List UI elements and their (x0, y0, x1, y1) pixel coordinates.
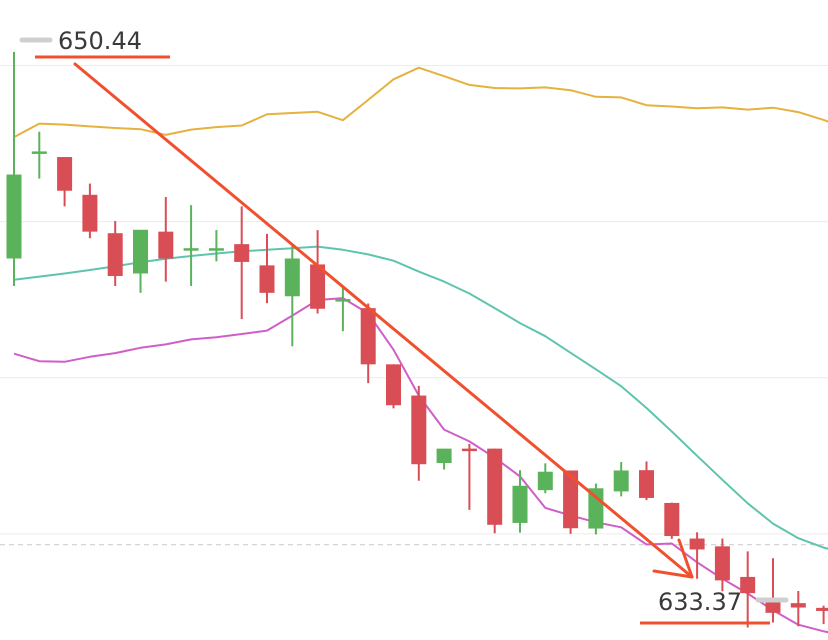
candle (234, 206, 250, 320)
candle (740, 551, 756, 628)
candle-body (613, 470, 629, 492)
candle (411, 385, 427, 481)
candle-body (284, 258, 300, 297)
candle-body (461, 448, 477, 452)
candle-body (57, 157, 73, 191)
candle-body (436, 448, 452, 463)
candle-body (82, 194, 98, 232)
candle-body (790, 603, 806, 608)
candle-body (714, 546, 730, 581)
trend-arrow-shaft (73, 62, 694, 579)
candle-body (411, 395, 427, 465)
candle (31, 131, 47, 179)
candle (639, 461, 654, 501)
candle (107, 221, 123, 286)
candle (360, 303, 376, 384)
candle (6, 51, 22, 286)
candle-body (133, 229, 148, 274)
candle-body (31, 151, 47, 154)
candle (563, 470, 579, 534)
candle (310, 230, 326, 314)
candle-body (740, 576, 756, 594)
candle (284, 246, 300, 347)
candle-body (234, 244, 250, 262)
candle (689, 532, 705, 579)
candle-body (816, 607, 828, 611)
candle (436, 448, 452, 470)
candle (487, 448, 503, 534)
candle-body (310, 264, 326, 309)
indicator-line (13, 297, 828, 634)
max-price-label: 650.44 (58, 27, 142, 55)
candles (6, 51, 828, 628)
candle (259, 233, 275, 304)
candle-body (537, 471, 553, 491)
candle-body (208, 248, 224, 251)
candle-body (765, 601, 781, 613)
annotations (73, 62, 694, 579)
candle-body (386, 364, 401, 406)
candle (537, 463, 553, 494)
indicator-line (13, 245, 828, 550)
candle (386, 364, 401, 409)
candle-body (664, 502, 680, 537)
candle (461, 443, 477, 510)
candle-body (639, 470, 654, 498)
candle-body (360, 308, 376, 365)
trend-arrow-head (652, 538, 694, 579)
candle-body (487, 448, 503, 525)
candle (613, 462, 629, 497)
candle (765, 558, 781, 623)
candle (714, 538, 730, 592)
min-price-label: 633.37 (658, 588, 742, 616)
candle-body (259, 265, 275, 293)
candle (816, 605, 828, 625)
grid-lines (0, 65, 828, 535)
candle (790, 590, 806, 627)
candle (158, 196, 174, 282)
candle (512, 470, 528, 533)
candle (208, 230, 224, 262)
candle-body (183, 248, 199, 251)
candle (133, 229, 148, 293)
candle-body (6, 174, 22, 259)
candle (82, 183, 98, 239)
candle-body (512, 485, 528, 523)
candle-body (158, 231, 174, 259)
candle (183, 205, 199, 286)
indicator-line (13, 66, 828, 138)
candle-body (107, 233, 123, 276)
candle (664, 502, 680, 539)
candle (57, 157, 73, 207)
candle (335, 285, 351, 332)
candle-body (335, 299, 351, 302)
candle-body (563, 470, 579, 529)
candle-body (689, 538, 705, 550)
